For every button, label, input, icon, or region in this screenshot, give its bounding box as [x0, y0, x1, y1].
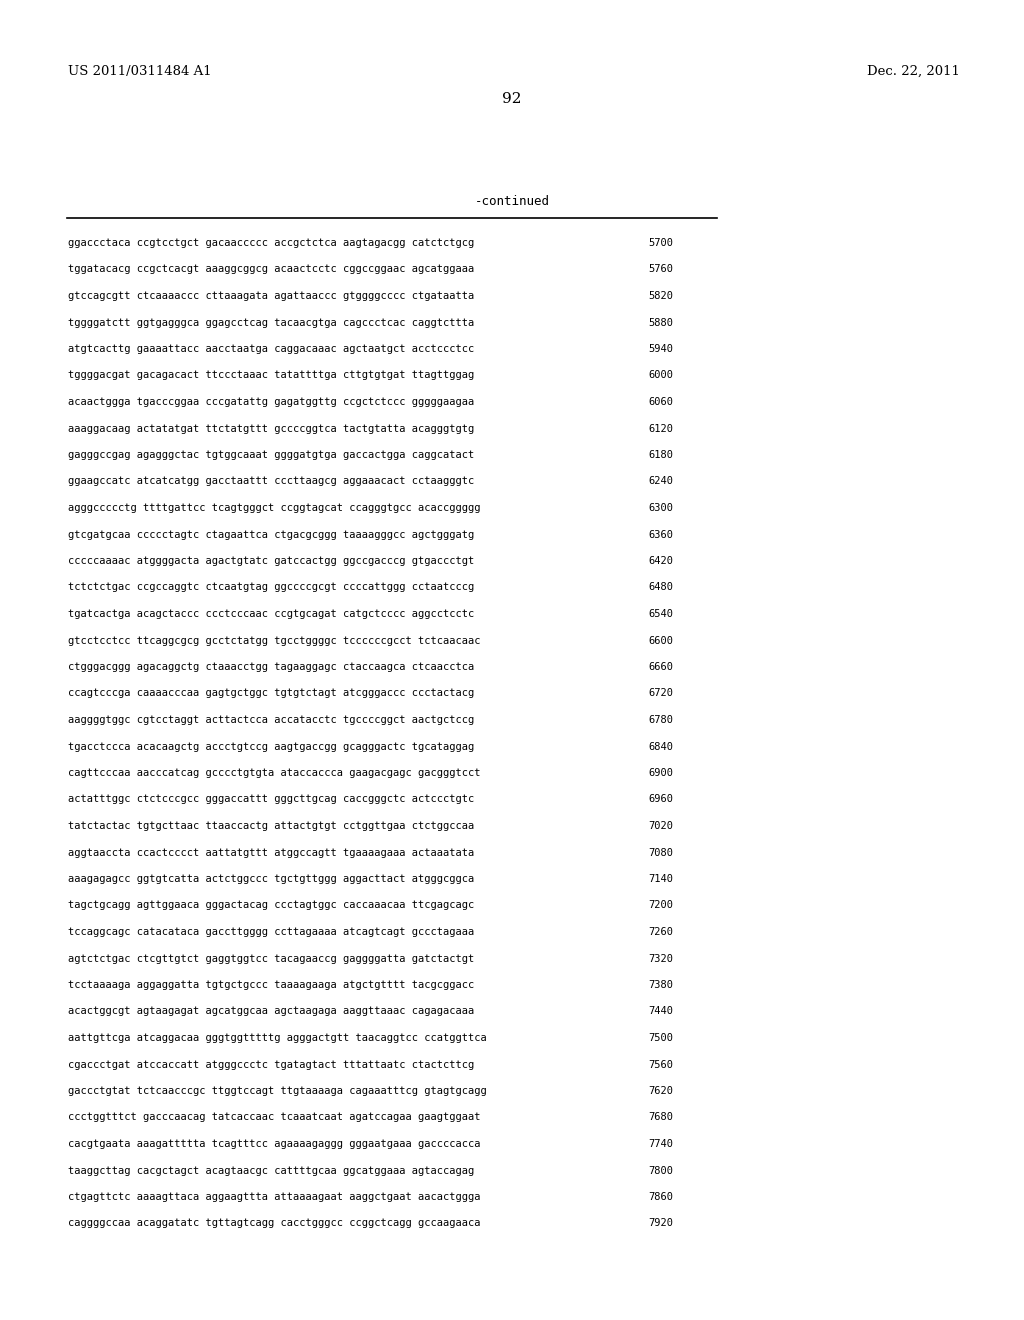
Text: 6900: 6900 [648, 768, 673, 777]
Text: 6000: 6000 [648, 371, 673, 380]
Text: 6060: 6060 [648, 397, 673, 407]
Text: gaccctgtat tctcaacccgc ttggtccagt ttgtaaaaga cagaaatttcg gtagtgcagg: gaccctgtat tctcaacccgc ttggtccagt ttgtaa… [68, 1086, 486, 1096]
Text: 7440: 7440 [648, 1006, 673, 1016]
Text: 6240: 6240 [648, 477, 673, 487]
Text: ggaagccatc atcatcatgg gacctaattt cccttaagcg aggaaacact cctaagggtc: ggaagccatc atcatcatgg gacctaattt cccttaa… [68, 477, 474, 487]
Text: gagggccgag agagggctac tgtggcaaat ggggatgtga gaccactgga caggcatact: gagggccgag agagggctac tgtggcaaat ggggatg… [68, 450, 474, 459]
Text: aggtaaccta ccactcccct aattatgttt atggccagtt tgaaaagaaa actaaatata: aggtaaccta ccactcccct aattatgttt atggcca… [68, 847, 474, 858]
Text: 7200: 7200 [648, 900, 673, 911]
Text: tggggatctt ggtgagggca ggagcctcag tacaacgtga cagccctcac caggtcttta: tggggatctt ggtgagggca ggagcctcag tacaacg… [68, 318, 474, 327]
Text: 6840: 6840 [648, 742, 673, 751]
Text: 6540: 6540 [648, 609, 673, 619]
Text: cacgtgaata aaagattttta tcagtttcc agaaaagaggg gggaatgaaa gaccccacca: cacgtgaata aaagattttta tcagtttcc agaaaag… [68, 1139, 480, 1148]
Text: 7800: 7800 [648, 1166, 673, 1176]
Text: tcctaaaaga aggaggatta tgtgctgccc taaaagaaga atgctgtttt tacgcggacc: tcctaaaaga aggaggatta tgtgctgccc taaaaga… [68, 979, 474, 990]
Text: 92: 92 [502, 92, 522, 106]
Text: tatctactac tgtgcttaac ttaaccactg attactgtgt cctggttgaa ctctggccaa: tatctactac tgtgcttaac ttaaccactg attactg… [68, 821, 474, 832]
Text: 7680: 7680 [648, 1113, 673, 1122]
Text: gtcctcctcc ttcaggcgcg gcctctatgg tgcctggggc tccccccgcct tctcaacaac: gtcctcctcc ttcaggcgcg gcctctatgg tgcctgg… [68, 635, 480, 645]
Text: actatttggc ctctcccgcc gggaccattt gggcttgcag caccgggctc actccctgtc: actatttggc ctctcccgcc gggaccattt gggcttg… [68, 795, 474, 804]
Text: 7080: 7080 [648, 847, 673, 858]
Text: 6180: 6180 [648, 450, 673, 459]
Text: ccagtcccga caaaacccaa gagtgctggc tgtgtctagt atcgggaccc ccctactacg: ccagtcccga caaaacccaa gagtgctggc tgtgtct… [68, 689, 474, 698]
Text: aaaggacaag actatatgat ttctatgttt gccccggtca tactgtatta acagggtgtg: aaaggacaag actatatgat ttctatgttt gccccgg… [68, 424, 474, 433]
Text: 6360: 6360 [648, 529, 673, 540]
Text: 7920: 7920 [648, 1218, 673, 1229]
Text: 6720: 6720 [648, 689, 673, 698]
Text: 6120: 6120 [648, 424, 673, 433]
Text: 5700: 5700 [648, 238, 673, 248]
Text: aattgttcga atcaggacaa gggtggtttttg agggactgtt taacaggtcc ccatggttca: aattgttcga atcaggacaa gggtggtttttg aggga… [68, 1034, 486, 1043]
Text: 6780: 6780 [648, 715, 673, 725]
Text: 6420: 6420 [648, 556, 673, 566]
Text: 7020: 7020 [648, 821, 673, 832]
Text: taaggcttag cacgctagct acagtaacgc cattttgcaa ggcatggaaa agtaccagag: taaggcttag cacgctagct acagtaacgc cattttg… [68, 1166, 474, 1176]
Text: acaactggga tgacccggaa cccgatattg gagatggttg ccgctctccc gggggaagaa: acaactggga tgacccggaa cccgatattg gagatgg… [68, 397, 474, 407]
Text: atgtcacttg gaaaattacc aacctaatga caggacaaac agctaatgct acctccctcc: atgtcacttg gaaaattacc aacctaatga caggaca… [68, 345, 474, 354]
Text: tgacctccca acacaagctg accctgtccg aagtgaccgg gcagggactc tgcataggag: tgacctccca acacaagctg accctgtccg aagtgac… [68, 742, 474, 751]
Text: tggggacgat gacagacact ttccctaaac tatattttga cttgtgtgat ttagttggag: tggggacgat gacagacact ttccctaaac tatattt… [68, 371, 474, 380]
Text: ccctggtttct gacccaacag tatcaccaac tcaaatcaat agatccagaa gaagtggaat: ccctggtttct gacccaacag tatcaccaac tcaaat… [68, 1113, 480, 1122]
Text: caggggccaa acaggatatc tgttagtcagg cacctgggcc ccggctcagg gccaagaaca: caggggccaa acaggatatc tgttagtcagg cacctg… [68, 1218, 480, 1229]
Text: cgaccctgat atccaccatt atgggccctc tgatagtact tttattaatc ctactcttcg: cgaccctgat atccaccatt atgggccctc tgatagt… [68, 1060, 474, 1069]
Text: tagctgcagg agttggaaca gggactacag ccctagtggc caccaaacaa ttcgagcagc: tagctgcagg agttggaaca gggactacag ccctagt… [68, 900, 474, 911]
Text: tggatacacg ccgctcacgt aaaggcggcg acaactcctc cggccggaac agcatggaaa: tggatacacg ccgctcacgt aaaggcggcg acaactc… [68, 264, 474, 275]
Text: 5760: 5760 [648, 264, 673, 275]
Text: -continued: -continued [474, 195, 550, 209]
Text: aaagagagcc ggtgtcatta actctggccc tgctgttggg aggacttact atgggcggca: aaagagagcc ggtgtcatta actctggccc tgctgtt… [68, 874, 474, 884]
Text: 7500: 7500 [648, 1034, 673, 1043]
Text: 5940: 5940 [648, 345, 673, 354]
Text: 7740: 7740 [648, 1139, 673, 1148]
Text: 5820: 5820 [648, 290, 673, 301]
Text: cagttcccaa aacccatcag gcccctgtgta ataccaccca gaagacgagc gacgggtcct: cagttcccaa aacccatcag gcccctgtgta atacca… [68, 768, 480, 777]
Text: tgatcactga acagctaccc ccctcccaac ccgtgcagat catgctcccc aggcctcctc: tgatcactga acagctaccc ccctcccaac ccgtgca… [68, 609, 474, 619]
Text: agggccccctg ttttgattcc tcagtgggct ccggtagcat ccagggtgcc acaccggggg: agggccccctg ttttgattcc tcagtgggct ccggta… [68, 503, 480, 513]
Text: 7560: 7560 [648, 1060, 673, 1069]
Text: 7380: 7380 [648, 979, 673, 990]
Text: 6660: 6660 [648, 663, 673, 672]
Text: ggaccctaca ccgtcctgct gacaaccccc accgctctca aagtagacgg catctctgcg: ggaccctaca ccgtcctgct gacaaccccc accgctc… [68, 238, 474, 248]
Text: tccaggcagc catacataca gaccttgggg ccttagaaaa atcagtcagt gccctagaaa: tccaggcagc catacataca gaccttgggg ccttaga… [68, 927, 474, 937]
Text: 6480: 6480 [648, 582, 673, 593]
Text: tctctctgac ccgccaggtc ctcaatgtag ggccccgcgt ccccattggg cctaatcccg: tctctctgac ccgccaggtc ctcaatgtag ggccccg… [68, 582, 474, 593]
Text: 6600: 6600 [648, 635, 673, 645]
Text: acactggcgt agtaagagat agcatggcaa agctaagaga aaggttaaac cagagacaaa: acactggcgt agtaagagat agcatggcaa agctaag… [68, 1006, 474, 1016]
Text: 7320: 7320 [648, 953, 673, 964]
Text: US 2011/0311484 A1: US 2011/0311484 A1 [68, 65, 212, 78]
Text: 7260: 7260 [648, 927, 673, 937]
Text: 7620: 7620 [648, 1086, 673, 1096]
Text: 6960: 6960 [648, 795, 673, 804]
Text: 5880: 5880 [648, 318, 673, 327]
Text: 6300: 6300 [648, 503, 673, 513]
Text: ctgggacggg agacaggctg ctaaacctgg tagaaggagc ctaccaagca ctcaacctca: ctgggacggg agacaggctg ctaaacctgg tagaagg… [68, 663, 474, 672]
Text: 7140: 7140 [648, 874, 673, 884]
Text: agtctctgac ctcgttgtct gaggtggtcc tacagaaccg gaggggatta gatctactgt: agtctctgac ctcgttgtct gaggtggtcc tacagaa… [68, 953, 474, 964]
Text: Dec. 22, 2011: Dec. 22, 2011 [867, 65, 961, 78]
Text: ctgagttctc aaaagttaca aggaagttta attaaaagaat aaggctgaat aacactggga: ctgagttctc aaaagttaca aggaagttta attaaaa… [68, 1192, 480, 1203]
Text: aaggggtggc cgtcctaggt acttactcca accatacctc tgccccggct aactgctccg: aaggggtggc cgtcctaggt acttactcca accatac… [68, 715, 474, 725]
Text: 7860: 7860 [648, 1192, 673, 1203]
Text: gtccagcgtt ctcaaaaccc cttaaagata agattaaccc gtggggcccc ctgataatta: gtccagcgtt ctcaaaaccc cttaaagata agattaa… [68, 290, 474, 301]
Text: gtcgatgcaa ccccctagtc ctagaattca ctgacgcggg taaaagggcc agctgggatg: gtcgatgcaa ccccctagtc ctagaattca ctgacgc… [68, 529, 474, 540]
Text: cccccaaaac atggggacta agactgtatc gatccactgg ggccgacccg gtgaccctgt: cccccaaaac atggggacta agactgtatc gatccac… [68, 556, 474, 566]
